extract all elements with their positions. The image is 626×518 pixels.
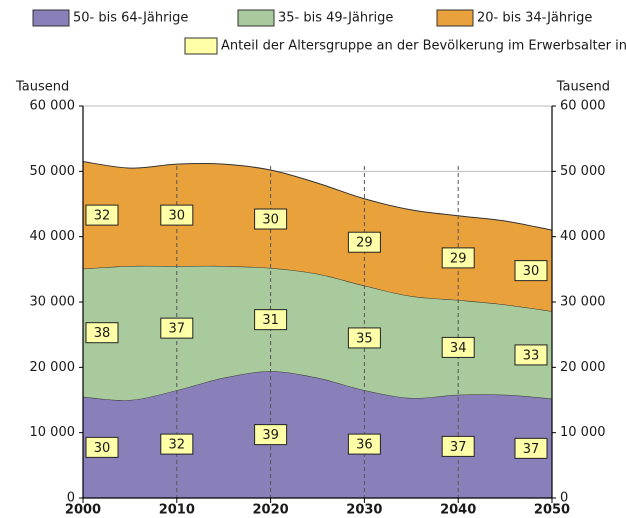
x-tick-label: 2010 bbox=[159, 503, 195, 518]
x-tick-label: 2000 bbox=[65, 503, 101, 518]
y2-tick-label: 20 000 bbox=[560, 360, 606, 375]
share-label: 32 bbox=[169, 438, 186, 453]
share-label: 29 bbox=[356, 236, 373, 251]
share-box bbox=[441, 435, 475, 457]
share-label: 34 bbox=[450, 341, 467, 356]
y-tick-label: 50 000 bbox=[30, 164, 76, 179]
share-box bbox=[514, 437, 548, 459]
legend-label: 50- bis 64-Jährige bbox=[73, 11, 188, 26]
share-label: 30 bbox=[94, 441, 111, 456]
share-box bbox=[254, 309, 288, 331]
y-tick-label: 20 000 bbox=[30, 360, 76, 375]
y2-axis-label: Tausend bbox=[556, 80, 610, 95]
share-box bbox=[254, 424, 288, 446]
share-label: 35 bbox=[356, 331, 373, 346]
x-tick-label: 2040 bbox=[440, 503, 476, 518]
share-label: 30 bbox=[523, 264, 540, 279]
y-axis-label: Tausend bbox=[15, 80, 69, 95]
share-label: 29 bbox=[450, 251, 467, 266]
y2-tick-label: 30 000 bbox=[560, 295, 606, 310]
legend-label: Anteil der Altersgruppe an der Bevölkeru… bbox=[221, 39, 626, 54]
y-tick-label: 40 000 bbox=[30, 229, 76, 244]
share-box bbox=[85, 204, 119, 226]
legend-swatch bbox=[436, 9, 474, 27]
y-tick-label: 10 000 bbox=[30, 425, 76, 440]
y-tick-label: 0 bbox=[67, 491, 75, 506]
y2-tick-label: 60 000 bbox=[560, 99, 606, 114]
y2-tick-label: 0 bbox=[560, 491, 568, 506]
legend-label: 20- bis 34-Jährige bbox=[477, 11, 592, 26]
share-label: 37 bbox=[450, 440, 467, 455]
legend-swatch bbox=[32, 9, 70, 27]
y-tick-label: 60 000 bbox=[30, 99, 76, 114]
share-label: 30 bbox=[169, 209, 186, 224]
share-box bbox=[347, 327, 381, 349]
share-label: 37 bbox=[169, 322, 186, 337]
x-tick-label: 2050 bbox=[534, 503, 570, 518]
share-box bbox=[441, 247, 475, 269]
share-label: 36 bbox=[356, 438, 373, 453]
share-box bbox=[254, 208, 288, 230]
legend-swatch bbox=[237, 9, 275, 27]
area-edge bbox=[82, 161, 553, 231]
area bbox=[83, 161, 552, 312]
x-tick-label: 2020 bbox=[253, 503, 289, 518]
y2-tick-label: 10 000 bbox=[560, 425, 606, 440]
share-label: 32 bbox=[94, 209, 111, 224]
share-label: 37 bbox=[523, 442, 540, 457]
legend-swatch bbox=[184, 37, 218, 55]
share-box bbox=[160, 204, 194, 226]
y2-tick-label: 40 000 bbox=[560, 229, 606, 244]
share-box bbox=[514, 344, 548, 366]
share-label: 39 bbox=[262, 428, 279, 443]
share-box bbox=[347, 231, 381, 253]
share-box bbox=[160, 317, 194, 339]
share-box bbox=[85, 322, 119, 344]
area bbox=[83, 265, 552, 401]
share-label: 33 bbox=[523, 348, 540, 363]
area bbox=[83, 371, 552, 498]
share-box bbox=[160, 433, 194, 455]
share-label: 30 bbox=[262, 213, 279, 228]
share-box bbox=[85, 436, 119, 458]
share-label: 38 bbox=[94, 326, 111, 341]
legend-label: 35- bis 49-Jährige bbox=[278, 11, 393, 26]
share-box bbox=[441, 336, 475, 358]
y-tick-label: 30 000 bbox=[30, 295, 76, 310]
x-tick-label: 2030 bbox=[346, 503, 382, 518]
y2-tick-label: 50 000 bbox=[560, 164, 606, 179]
share-box bbox=[514, 260, 548, 282]
share-box bbox=[347, 433, 381, 455]
share-label: 31 bbox=[262, 313, 279, 328]
